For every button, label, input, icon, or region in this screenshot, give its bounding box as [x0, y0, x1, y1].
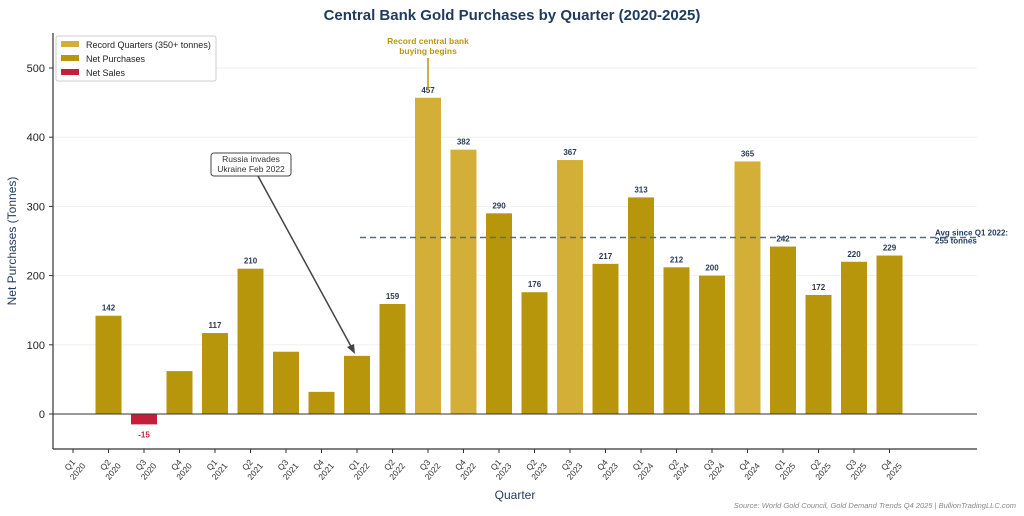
bar-net-purchases: [486, 213, 512, 414]
legend-label-purchases: Net Purchases: [86, 54, 146, 64]
data-label: 217: [599, 252, 613, 261]
data-label: 313: [634, 185, 648, 194]
average-label-line1: Avg since Q1 2022:: [935, 229, 1008, 238]
y-axis-label: Net Purchases (Tonnes): [5, 177, 19, 306]
x-tick-label: Q32023: [557, 454, 585, 482]
data-label: 117: [209, 321, 222, 330]
y-tick-label: 0: [39, 409, 45, 421]
x-tick-label: Q42022: [450, 454, 478, 482]
bar-net-purchases: [379, 303, 406, 414]
x-tick-label: Q12024: [628, 454, 656, 482]
bar-record-quarter: [415, 97, 441, 415]
chart-title: Central Bank Gold Purchases by Quarter (…: [324, 7, 701, 24]
y-tick-label: 200: [27, 271, 45, 283]
data-label: 229: [883, 244, 897, 253]
data-label: 242: [776, 235, 790, 244]
bar-record-quarter: [450, 149, 477, 414]
x-tick-label: Q42021: [308, 454, 336, 482]
x-tick-label: Q22021: [237, 454, 265, 482]
x-tick-label: Q22022: [379, 454, 407, 482]
annotation-record-line1: Record central bank: [387, 36, 469, 46]
x-tick-label: Q22023: [521, 454, 549, 482]
data-label: 365: [741, 149, 755, 158]
data-label: 457: [421, 86, 435, 95]
bar-net-purchases: [166, 371, 193, 414]
x-tick-label: Q42025: [876, 454, 904, 482]
x-tick-label: Q12020: [60, 454, 88, 482]
data-label: 382: [457, 138, 471, 147]
bar-net-purchases: [521, 292, 548, 414]
bar-net-purchases: [592, 263, 619, 414]
x-tick-label: Q32022: [415, 454, 443, 482]
legend-swatch-sales: [61, 69, 79, 75]
bar-net-purchases: [770, 246, 796, 414]
data-label: 220: [847, 250, 861, 259]
data-label: 172: [812, 283, 826, 292]
x-tick-label: Q12023: [486, 454, 514, 482]
bar-net-purchases: [663, 267, 690, 414]
x-tick-label: Q32024: [699, 454, 727, 482]
y-tick-label: 300: [27, 201, 45, 213]
annotation-russia-line2: Ukraine Feb 2022: [217, 164, 285, 174]
y-tick-label: 100: [27, 340, 45, 352]
x-tick-label: Q42020: [166, 454, 194, 482]
bar-record-quarter: [734, 161, 761, 414]
data-label: 212: [670, 255, 684, 264]
bar-record-quarter: [557, 160, 583, 414]
annotation-record-line2: buying begins: [399, 46, 457, 56]
bar-net-purchases: [841, 261, 867, 414]
x-tick-label: Q22025: [805, 454, 833, 482]
bar-net-sales: [131, 414, 157, 425]
data-label: 290: [492, 201, 506, 210]
bar-net-purchases: [876, 255, 903, 414]
data-label: 210: [244, 257, 258, 266]
legend-swatch-record: [61, 41, 79, 47]
annotation-russia-line1: Russia invades: [222, 154, 280, 164]
legend-swatch-purchases: [61, 55, 79, 61]
x-tick-label: Q42023: [592, 454, 620, 482]
y-tick-label: 500: [27, 63, 45, 75]
arrow-head-icon: [347, 344, 355, 354]
bar-net-purchases: [628, 197, 654, 414]
x-tick-label: Q12022: [344, 454, 372, 482]
data-label: 159: [386, 292, 400, 301]
x-tick-label: Q22024: [663, 454, 691, 482]
x-tick-label: Q32021: [273, 454, 301, 482]
source-note: Source: World Gold Council, Gold Demand …: [734, 501, 1016, 510]
x-tick-label: Q32025: [841, 454, 869, 482]
annotation-russia: Russia invades Ukraine Feb 2022: [210, 152, 355, 354]
data-label: 367: [563, 148, 577, 157]
bar-net-purchases: [805, 294, 832, 414]
annotation-russia-arrow: [257, 175, 354, 351]
data-label: 142: [102, 304, 116, 313]
x-tick-label: Q22020: [95, 454, 123, 482]
x-tick-label: Q42024: [734, 454, 762, 482]
legend: Record Quarters (350+ tonnes) Net Purcha…: [55, 35, 217, 82]
bar-net-purchases: [95, 315, 122, 414]
legend-label-record: Record Quarters (350+ tonnes): [86, 40, 211, 50]
data-label: 200: [705, 264, 719, 273]
annotation-record: Record central bank buying begins: [387, 36, 469, 90]
bar-net-purchases: [237, 268, 264, 414]
bar-net-purchases: [273, 351, 299, 414]
bar-net-purchases: [308, 391, 335, 414]
bar-net-purchases: [699, 275, 725, 414]
y-tick-label: 400: [27, 132, 45, 144]
x-axis-label: Quarter: [495, 488, 536, 502]
data-label: 176: [528, 280, 542, 289]
bar-net-purchases: [344, 355, 370, 414]
legend-label-sales: Net Sales: [86, 68, 126, 78]
bar-net-purchases: [202, 333, 228, 414]
x-tick-label: Q12021: [202, 454, 230, 482]
x-tick-label: Q32020: [131, 454, 159, 482]
x-tick-label: Q12025: [770, 454, 798, 482]
average-label-line2: 255 tonnes: [935, 237, 977, 246]
data-label: -15: [138, 430, 150, 439]
